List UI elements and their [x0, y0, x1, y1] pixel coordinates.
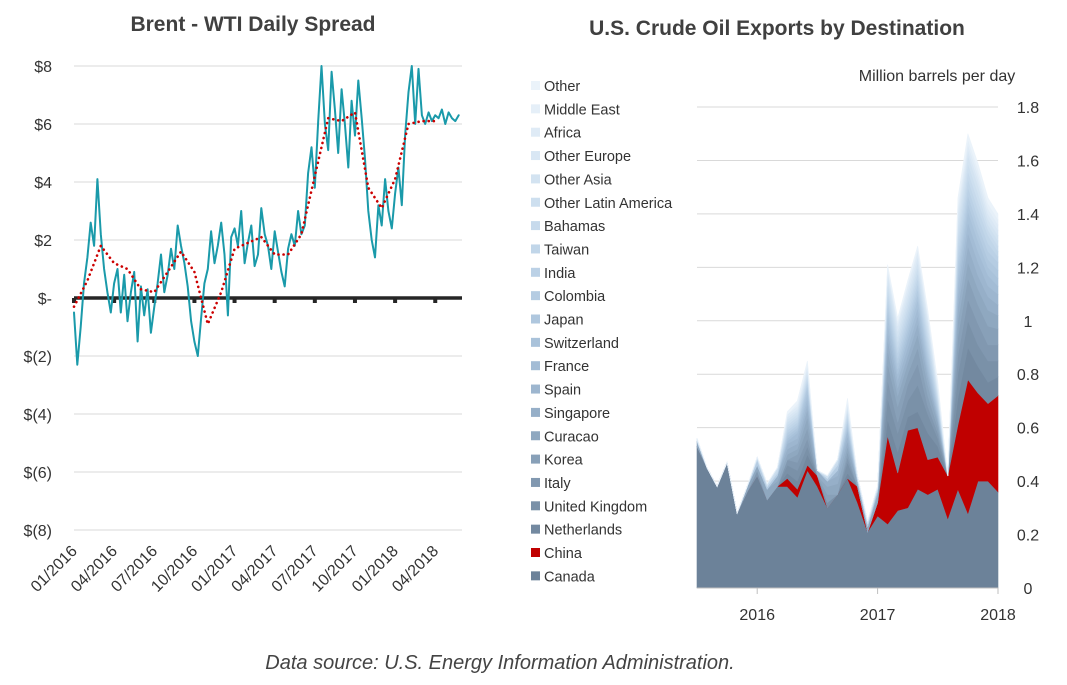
legend-swatch	[531, 197, 540, 207]
exports-y-tick-label: 0	[1024, 581, 1033, 598]
legend-label: Bahamas	[544, 219, 605, 235]
legend-swatch	[531, 244, 540, 254]
spread-y-tick-label: $-	[38, 291, 52, 308]
exports-y-tick-label: 1.4	[1017, 207, 1039, 224]
legend-label: Curacao	[544, 429, 599, 445]
legend-swatch	[531, 454, 540, 464]
legend-swatch	[531, 337, 540, 347]
spread-y-tick-labels: $8 $6 $4 $2 $- $(2) $(4) $(6) $(8)	[24, 59, 53, 540]
exports-x-tick-labels: 2016 2017 2018	[739, 588, 1016, 624]
spread-y-tick-label: $8	[34, 59, 52, 76]
exports-y-tick-label: 0.2	[1017, 528, 1039, 545]
exports-x-tick-label: 2017	[860, 607, 896, 624]
legend-label: Middle East	[544, 102, 620, 118]
legend-swatch	[531, 314, 540, 324]
legend-label: Colombia	[544, 289, 606, 305]
legend-swatch	[531, 431, 540, 441]
legend-label: Canada	[544, 569, 596, 585]
legend-label: Singapore	[544, 406, 610, 422]
exports-area-stack	[696, 133, 999, 589]
exports-y-tick-label: 1.8	[1017, 100, 1039, 117]
legend-swatch	[531, 501, 540, 511]
exports-y-tick-label: 0.4	[1017, 474, 1039, 491]
legend-label: United Kingdom	[544, 499, 647, 515]
legend-swatch	[531, 384, 540, 394]
legend-label: Other	[544, 79, 580, 95]
legend-label: Other Asia	[544, 172, 613, 188]
spread-y-tick-label: $(2)	[24, 349, 52, 366]
exports-chart-title: U.S. Crude Oil Exports by Destination	[589, 17, 965, 40]
exports-y-axis-label: Million barrels per day	[859, 68, 1016, 85]
legend-swatch	[531, 221, 540, 231]
legend-label: India	[544, 266, 576, 282]
exports-y-tick-labels: 0 0.2 0.4 0.6 0.8 1 1.2 1.4 1.6 1.8	[1017, 100, 1039, 598]
spread-y-tick-label: $(8)	[24, 523, 52, 540]
exports-x-tick-label: 2016	[739, 607, 775, 624]
spread-x-tick-mark	[232, 298, 237, 303]
legend-swatch	[531, 127, 540, 137]
legend-label: France	[544, 359, 589, 375]
exports-area-other	[696, 133, 999, 522]
legend-swatch	[531, 267, 540, 277]
spread-x-tick-mark	[393, 298, 398, 303]
legend-label: Korea	[544, 453, 584, 469]
legend-label: Switzerland	[544, 336, 619, 352]
exports-y-tick-label: 1.2	[1017, 260, 1039, 277]
legend-swatch	[531, 291, 540, 301]
spread-y-tick-label: $6	[34, 117, 52, 134]
spread-chart-title: Brent - WTI Daily Spread	[130, 13, 375, 36]
legend-label: Africa	[544, 126, 582, 142]
legend-swatch	[531, 548, 540, 557]
legend-swatch	[531, 477, 540, 487]
legend-swatch	[531, 151, 540, 161]
legend-label: Spain	[544, 383, 581, 399]
legend-swatch	[531, 524, 540, 534]
spread-y-tick-label: $(4)	[24, 407, 52, 424]
spread-x-tick-mark	[272, 298, 277, 303]
exports-y-tick-label: 0.8	[1017, 367, 1039, 384]
legend-swatch	[531, 407, 540, 417]
exports-legend: Other Middle East Africa Other Europe Other …	[531, 79, 673, 585]
spread-y-tick-label: $4	[34, 175, 52, 192]
legend-label: Other Europe	[544, 149, 631, 165]
exports-x-tick-label: 2018	[980, 607, 1016, 624]
spread-daily-line	[73, 65, 460, 366]
legend-swatch	[531, 174, 540, 184]
spread-series-group	[72, 65, 460, 366]
data-source-note: Data source: U.S. Energy Information Adm…	[265, 652, 735, 674]
legend-label: China	[544, 546, 583, 562]
legend-label: Japan	[544, 313, 584, 329]
spread-x-tick-mark	[112, 298, 117, 303]
spread-x-tick-mark	[312, 298, 317, 303]
exports-y-tick-label: 0.6	[1017, 421, 1039, 438]
spread-x-tick-mark	[433, 298, 438, 303]
legend-swatch	[531, 81, 540, 90]
spread-gridlines	[74, 65, 462, 531]
legend-swatch	[531, 104, 540, 114]
spread-y-tick-label: $2	[34, 233, 52, 250]
spread-x-tick-labels: 01/201604/201607/201610/201601/201704/20…	[28, 298, 442, 596]
exports-y-tick-label: 1.6	[1017, 153, 1039, 170]
exports-y-tick-label: 1	[1024, 314, 1033, 331]
spread-moving-average-line	[72, 111, 437, 326]
spread-x-tick-mark	[352, 298, 357, 303]
legend-label: Other Latin America	[544, 196, 673, 212]
spread-x-tick-mark	[192, 298, 197, 303]
spread-y-tick-label: $(6)	[24, 465, 52, 482]
legend-swatch	[531, 361, 540, 371]
legend-label: Italy	[544, 476, 571, 492]
spread-x-tick-mark	[72, 298, 76, 303]
legend-label: Netherlands	[544, 523, 622, 539]
legend-label: Taiwan	[544, 242, 589, 258]
legend-swatch	[531, 571, 540, 581]
